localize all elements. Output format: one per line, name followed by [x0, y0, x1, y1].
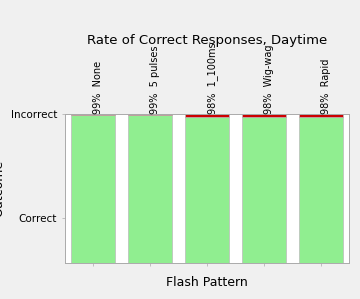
Bar [242, 114, 286, 117]
Text: 98%  Wig-wag: 98% Wig-wag [264, 44, 274, 114]
Title: Rate of Correct Responses, Daytime: Rate of Correct Responses, Daytime [87, 34, 327, 47]
Bar [128, 115, 172, 263]
Text: 98%  Rapid: 98% Rapid [321, 58, 331, 114]
Bar [185, 114, 229, 117]
Text: 99%  5 pulses: 99% 5 pulses [150, 45, 160, 114]
Bar [71, 115, 116, 263]
Bar [71, 114, 116, 115]
Bar [185, 117, 229, 263]
Text: 98%  1_100ms: 98% 1_100ms [207, 42, 218, 114]
Bar [298, 114, 343, 117]
X-axis label: Flash Pattern: Flash Pattern [166, 276, 248, 289]
Bar [298, 117, 343, 263]
Text: 99%  None: 99% None [93, 60, 103, 114]
Bar [128, 114, 172, 115]
Bar [242, 117, 286, 263]
Y-axis label: Outcome: Outcome [0, 160, 5, 217]
